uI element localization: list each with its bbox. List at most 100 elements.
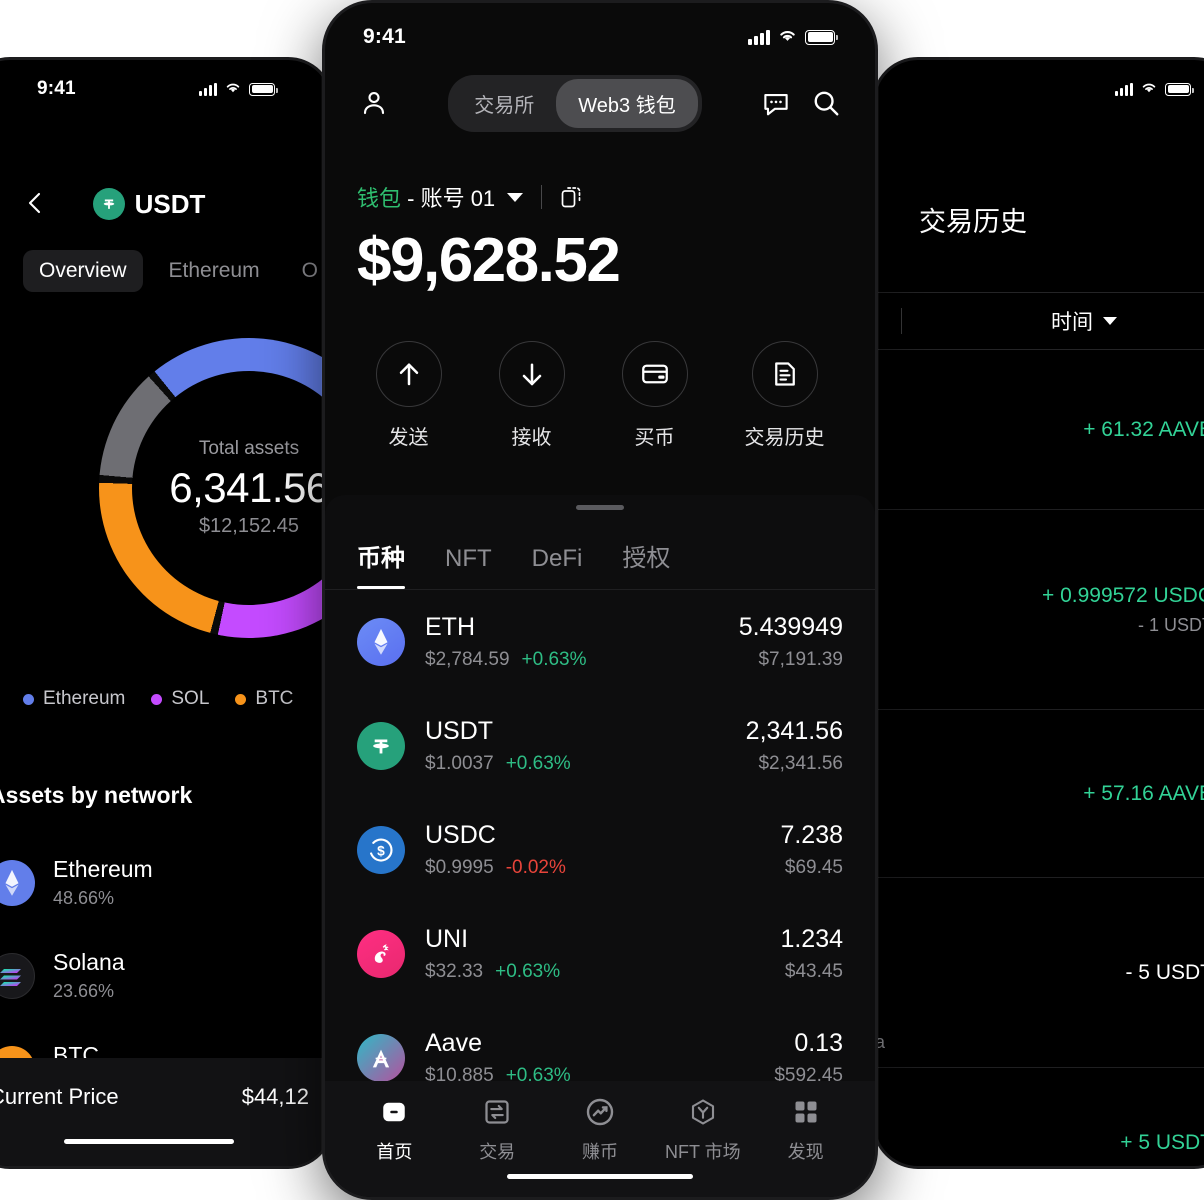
ethereum-coin-icon (357, 618, 405, 666)
left-tabs: Overview Ethereum O (23, 250, 331, 292)
divider (325, 589, 875, 590)
tab-nft[interactable]: NFT (445, 545, 492, 572)
home-icon (377, 1095, 411, 1129)
transaction-amount: - 5 USDT (1125, 960, 1204, 984)
list-item[interactable]: Ethereum 48.66% (0, 836, 331, 929)
transaction-sub-amount: - 1 USDT (1137, 614, 1204, 635)
bottom-tab-bar: 首页 交易 赚币 NFT 市场 (325, 1081, 875, 1197)
network-percent: 48.66% (53, 888, 115, 908)
list-item[interactable]: $ USDC $0.9995 -0.02% 7.238 $69.45 (357, 798, 843, 902)
status-time: 9:41 (363, 25, 406, 48)
table-row[interactable]: + 5 USDT ba86 (875, 1068, 1204, 1166)
uniswap-coin-icon (357, 930, 405, 978)
tab-ethereum[interactable]: Ethereum (168, 259, 260, 282)
usdc-coin-icon: $ (357, 826, 405, 874)
account-separator: - (401, 186, 421, 211)
transaction-amount: + 61.32 AAVE (1083, 417, 1204, 441)
account-name: 账号 01 (420, 186, 496, 211)
token-symbol: USDC (425, 821, 496, 849)
table-row[interactable]: + 57.16 AAVE (875, 710, 1204, 878)
tab-label: 首页 (376, 1142, 413, 1162)
transaction-list: + 61.32 AAVE + 0.999572 USDC - 1 USDT + … (875, 350, 1204, 1166)
token-change: +0.63% (505, 1065, 571, 1086)
page-title-text: USDT (134, 188, 206, 219)
chat-bubble-icon[interactable] (759, 86, 793, 120)
chevron-down-icon (1103, 317, 1117, 325)
arrow-down-icon (498, 341, 565, 407)
right-phone-transaction-history: 交易历史 ▼ 时间 + 61.32 AAVE + 0.999572 USDC -… (872, 57, 1204, 1169)
app-header: 交易所 Web3 钱包 (325, 74, 875, 132)
tab-nft-market[interactable]: NFT 市场 (651, 1095, 754, 1164)
filter-left-caret-icon[interactable]: ▼ (875, 313, 895, 329)
chevron-down-icon[interactable] (507, 192, 524, 202)
list-item[interactable]: Aave $10.885 +0.63% 0.13 $592.45 (357, 1006, 843, 1110)
segment-exchange[interactable]: 交易所 (474, 94, 535, 117)
transaction-amount: + 57.16 AAVE (1083, 781, 1204, 805)
token-value: $592.45 (774, 1065, 843, 1086)
legend-dot-btc (235, 693, 247, 705)
token-price: $32.33 (425, 961, 484, 982)
legend-label-ethereum: Ethereum (43, 688, 126, 709)
usdt-coin-icon (357, 722, 405, 770)
account-selector[interactable]: 钱包 - 账号 01 (325, 181, 875, 213)
tab-tokens[interactable]: 币种 (357, 538, 405, 589)
divider (901, 308, 902, 334)
tab-approvals[interactable]: 授权 (622, 545, 671, 572)
tab-home[interactable]: 首页 (343, 1095, 446, 1164)
token-symbol: USDT (425, 717, 494, 745)
donut-center: Total assets 6,341.56 $12,152.45 (132, 371, 331, 605)
chevron-left-icon[interactable] (23, 190, 49, 216)
tab-other[interactable]: O (301, 259, 318, 282)
tab-earn[interactable]: 赚币 (549, 1095, 652, 1164)
filter-time[interactable]: 时间 (1051, 306, 1117, 336)
donut-ring: Total assets 6,341.56 $12,152.45 (99, 338, 331, 638)
page-title: 交易历史 (919, 207, 1027, 237)
wifi-icon (224, 78, 242, 100)
sheet-grabber[interactable] (576, 505, 624, 510)
donut-legend: Ethereum SOL BTC (23, 688, 293, 710)
arrow-up-icon (375, 341, 442, 407)
tab-discover[interactable]: 发现 (754, 1095, 857, 1164)
current-price-value: $44,12 (241, 1084, 309, 1109)
current-price-bar: Current Price $44,12 (0, 1058, 331, 1166)
token-value: $7,191.39 (758, 649, 843, 670)
list-item[interactable]: ETH $2,784.59 +0.63% 5.439949 $7,191.39 (357, 590, 843, 694)
tab-overview[interactable]: Overview (23, 250, 143, 292)
table-row[interactable]: + 0.999572 USDC - 1 USDT (875, 510, 1204, 710)
tab-trade[interactable]: 交易 (446, 1095, 549, 1164)
copy-icon[interactable] (560, 184, 584, 210)
action-label: 交易历史 (744, 427, 825, 449)
tab-defi[interactable]: DeFi (531, 545, 583, 572)
list-item[interactable]: UNI $32.33 +0.63% 1.234 $43.45 (357, 902, 843, 1006)
grid-icon (789, 1095, 823, 1129)
action-buy-crypto[interactable]: 买币 (621, 341, 688, 450)
action-send[interactable]: 发送 (375, 341, 442, 450)
table-row[interactable]: + 61.32 AAVE (875, 350, 1204, 510)
token-change: -0.02% (505, 857, 566, 878)
center-phone-web3-wallet: 9:41 交易所 Web3 钱包 (322, 0, 878, 1200)
quick-actions: 发送 接收 买币 交易历史 (325, 341, 875, 450)
list-item[interactable]: Solana 23.66% (0, 929, 331, 1022)
list-item[interactable]: USDT $1.0037 +0.63% 2,341.56 $2,341.56 (357, 694, 843, 798)
nft-hexagon-icon (686, 1095, 720, 1129)
token-change: +0.63% (505, 753, 571, 774)
donut-sub-value: $12,152.45 (198, 515, 300, 537)
token-quantity: 5.439949 (738, 613, 843, 641)
status-time: 9:41 (37, 78, 76, 99)
table-row[interactable]: - 5 USDT 0a (875, 878, 1204, 1068)
aave-coin-icon (357, 1034, 405, 1082)
person-icon[interactable] (357, 86, 391, 120)
donut-caption: Total assets (198, 438, 300, 459)
wifi-icon (1140, 78, 1158, 100)
svg-text:$: $ (377, 843, 385, 858)
usdt-coin-icon (92, 188, 125, 220)
search-icon[interactable] (809, 86, 843, 120)
swap-icon (480, 1095, 514, 1129)
mode-segmented-control: 交易所 Web3 钱包 (448, 74, 702, 132)
action-receive[interactable]: 接收 (498, 341, 565, 450)
segment-web3-wallet[interactable]: Web3 钱包 (556, 78, 698, 128)
left-nav-bar: USDT (0, 178, 331, 238)
action-transaction-history[interactable]: 交易历史 (745, 341, 825, 450)
solana-coin-icon (0, 952, 35, 999)
